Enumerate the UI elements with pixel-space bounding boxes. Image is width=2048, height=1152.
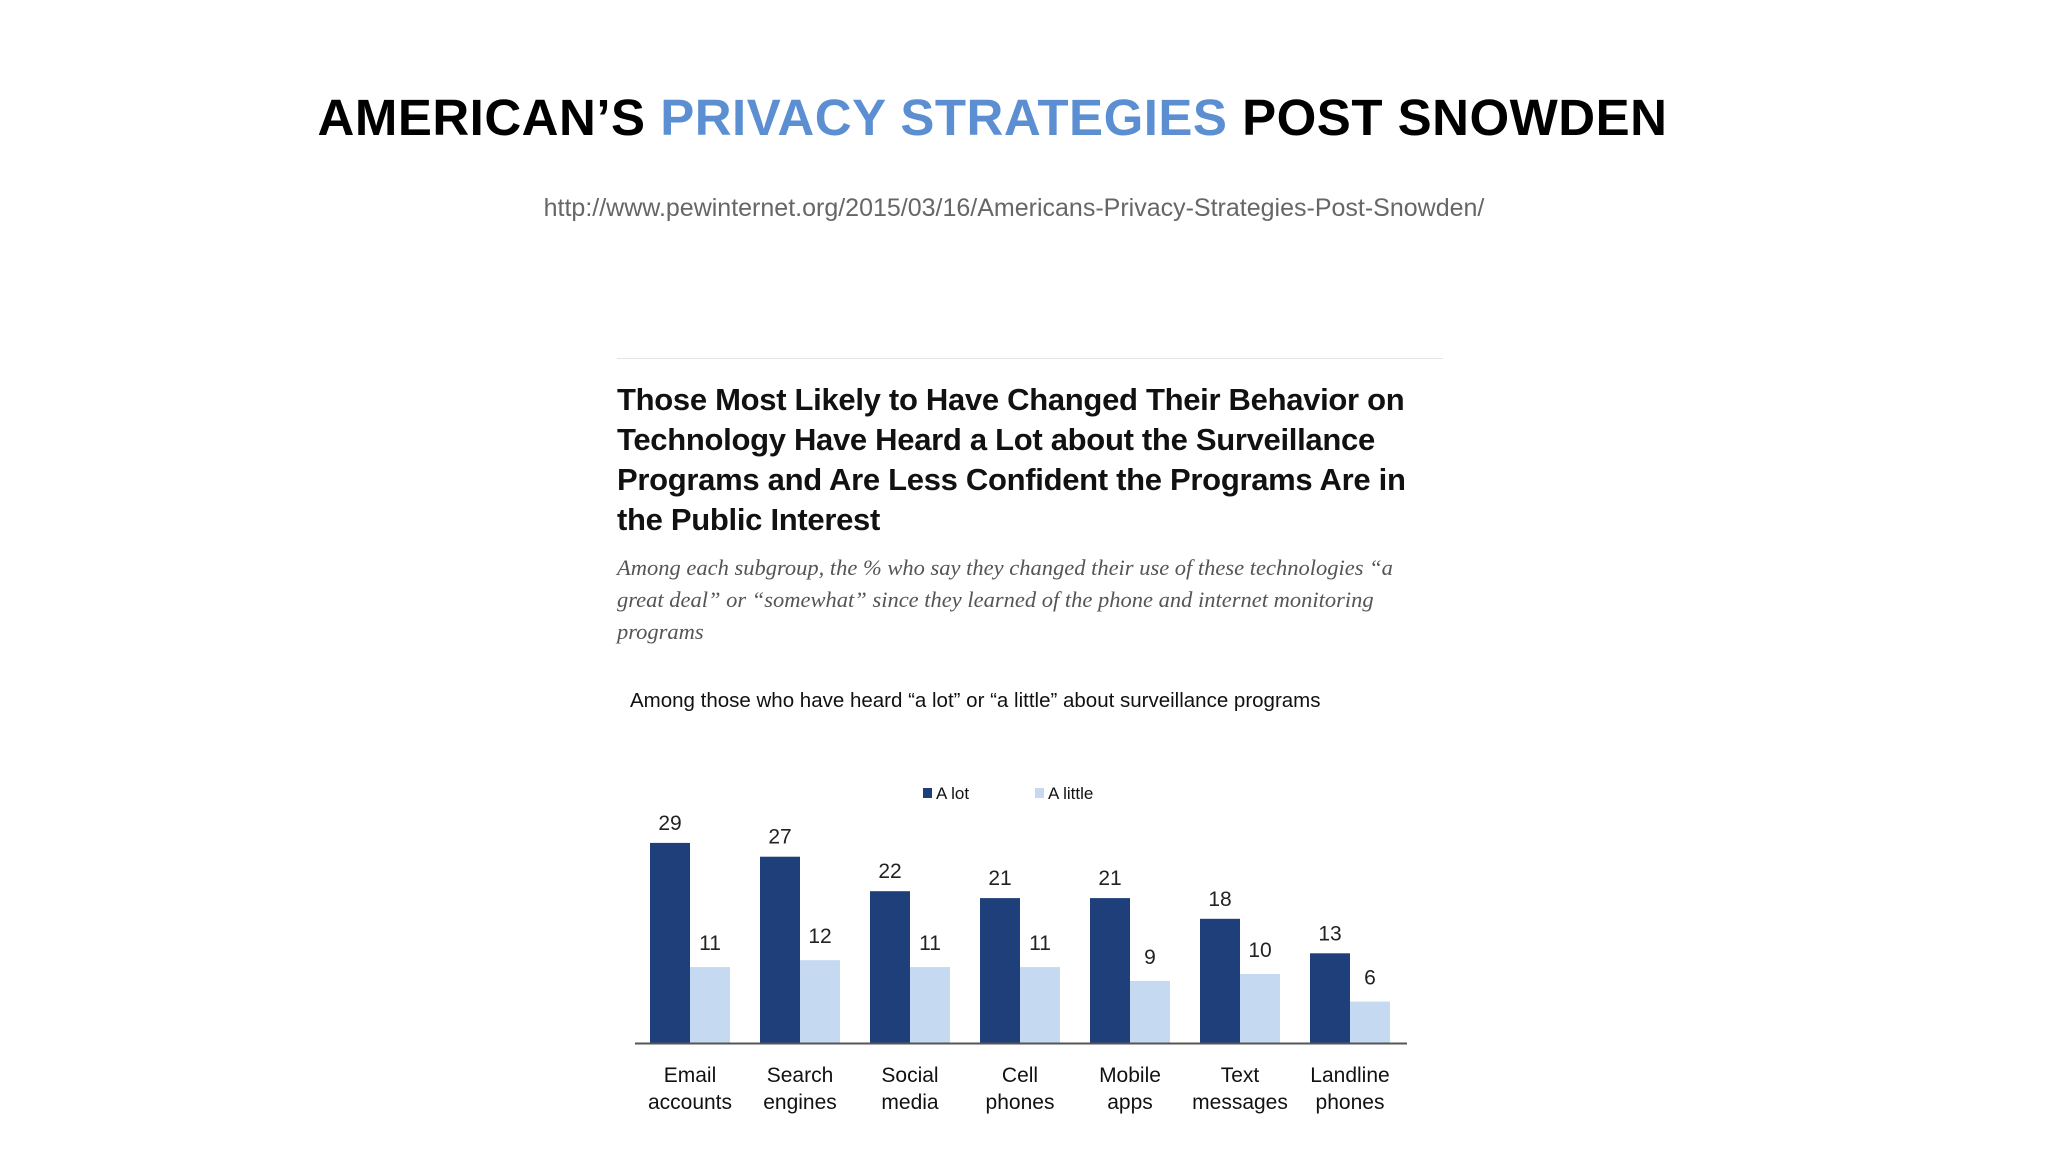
bar-a-lot-1 <box>760 856 800 1043</box>
category-label-4-1: apps <box>1107 1091 1153 1114</box>
category-label-6-0: Landline <box>1310 1064 1389 1087</box>
bar-a-lot-3 <box>980 898 1020 1043</box>
category-label-0-1: accounts <box>648 1091 732 1114</box>
value-label-a-lot-0: 29 <box>658 812 681 835</box>
source-url: http://www.pewinternet.org/2015/03/16/Am… <box>543 194 1485 222</box>
bar-a-little-1 <box>800 960 840 1043</box>
bar-a-lot-2 <box>870 891 910 1043</box>
bar-a-little-5 <box>1240 974 1280 1043</box>
figure-headline: Those Most Likely to Have Changed Their … <box>617 382 1406 537</box>
bar-a-little-3 <box>1020 967 1060 1043</box>
value-label-a-little-5: 10 <box>1248 939 1271 962</box>
bar-chart: 29 11 Email accounts 27 12 Search engines 22 11 So… <box>635 784 1407 1114</box>
category-label-1-0: Search <box>767 1064 834 1087</box>
title-highlight: PRIVACY STRATEGIES <box>660 89 1228 146</box>
chart-figure: Those Most Likely to Have Changed Their … <box>605 340 1445 1152</box>
value-label-a-lot-5: 18 <box>1208 888 1231 911</box>
legend-label-a-lot: A lot <box>936 784 969 803</box>
slide-title: AMERICAN’S PRIVACY STRATEGIES POST SNOWD… <box>0 88 1985 147</box>
bar-a-little-4 <box>1130 980 1170 1043</box>
bar-a-little-0 <box>690 967 730 1043</box>
legend-swatch-a-lot <box>923 788 932 798</box>
chart-caption: Among those who have heard “a lot” or “a… <box>630 689 1321 712</box>
title-part-2: POST SNOWDEN <box>1227 89 1668 146</box>
bar-a-lot-6 <box>1310 953 1350 1043</box>
value-label-a-little-0: 11 <box>699 932 721 955</box>
category-label-4-0: Mobile <box>1099 1064 1161 1087</box>
category-label-2-1: media <box>881 1091 939 1114</box>
value-label-a-little-2: 11 <box>919 932 941 955</box>
bar-a-little-6 <box>1350 1001 1390 1043</box>
title-part-1: AMERICAN’S <box>317 89 661 146</box>
value-label-a-lot-4: 21 <box>1098 867 1121 890</box>
bar-a-little-2 <box>910 967 950 1043</box>
category-label-2-0: Social <box>881 1064 938 1087</box>
category-label-6-1: phones <box>1316 1091 1385 1114</box>
bar-a-lot-0 <box>650 842 690 1043</box>
bar-a-lot-4 <box>1090 898 1130 1043</box>
figure-top-rule <box>617 358 1443 359</box>
category-label-1-1: engines <box>763 1091 837 1114</box>
category-label-5-1: messages <box>1192 1091 1288 1114</box>
value-label-a-lot-1: 27 <box>768 826 791 849</box>
category-label-0-0: Email <box>664 1064 717 1087</box>
value-label-a-little-1: 12 <box>808 925 831 948</box>
legend-label-a-little: A little <box>1048 784 1093 803</box>
value-label-a-lot-2: 22 <box>878 860 901 883</box>
value-label-a-little-3: 11 <box>1029 932 1051 955</box>
legend-swatch-a-little <box>1035 788 1044 798</box>
category-label-3-0: Cell <box>1002 1064 1038 1087</box>
value-label-a-little-4: 9 <box>1144 946 1156 969</box>
value-label-a-lot-6: 13 <box>1318 922 1341 945</box>
value-label-a-little-6: 6 <box>1364 967 1376 990</box>
value-label-a-lot-3: 21 <box>988 867 1011 890</box>
figure-subtitle: Among each subgroup, the % who say they … <box>617 555 1393 644</box>
bar-a-lot-5 <box>1200 918 1240 1043</box>
category-label-3-1: phones <box>986 1091 1055 1114</box>
category-label-5-0: Text <box>1221 1064 1260 1087</box>
